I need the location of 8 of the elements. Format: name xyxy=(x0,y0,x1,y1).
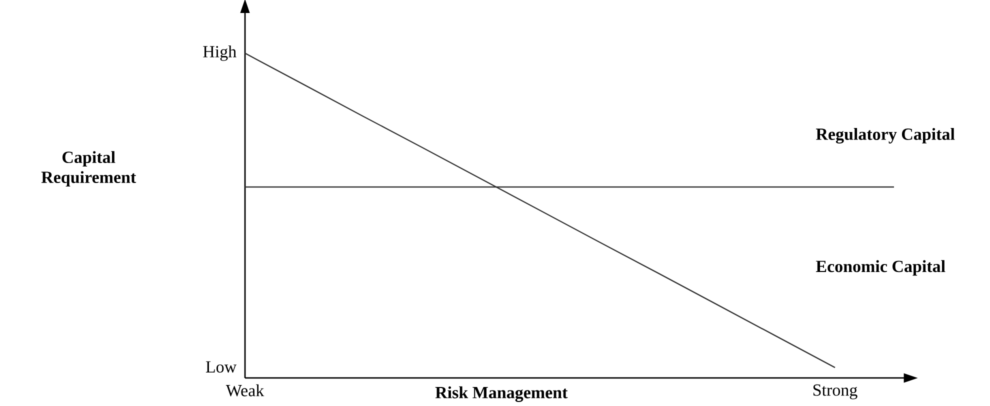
x-axis-title: Risk Management xyxy=(435,386,568,402)
x-tick-label: Weak xyxy=(226,384,264,396)
text: Capital Requirement xyxy=(41,151,136,186)
x-tick-label: Strong xyxy=(813,384,858,400)
text: Low xyxy=(206,361,237,373)
text: High xyxy=(203,45,236,61)
annotation: Regulatory Capital xyxy=(816,128,955,144)
annotation: Economic Capital xyxy=(816,260,946,276)
